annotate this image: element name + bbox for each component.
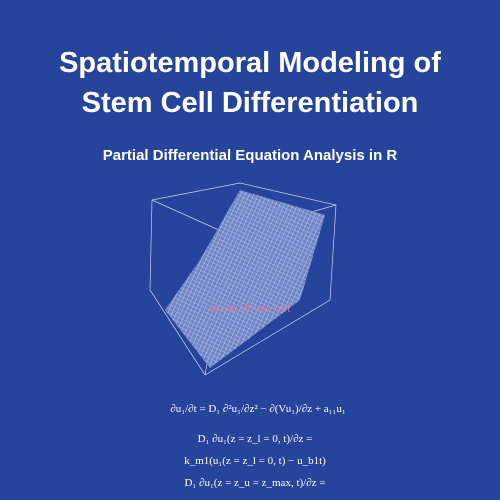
watermark: www.1lihao.net bbox=[209, 301, 291, 315]
equation: D₁ ∂u₁(z = z_u = z_max, t)/∂z = bbox=[184, 477, 325, 489]
equation: D₁ ∂u₁(z = z_l = 0, t)/∂z = bbox=[198, 433, 313, 445]
equation: ∂u₁/∂t = D₁ ∂²u₁/∂z² − ∂(Vu₁)/∂z + a₁₁u₁ bbox=[170, 403, 346, 415]
plot-box bbox=[149, 182, 337, 376]
title-line: Spatiotemporal Modeling of bbox=[59, 47, 441, 79]
equation: k_m1(u₁(z = z_l = 0, t) − u_b1t) bbox=[184, 455, 326, 467]
subtitle: Partial Differential Equation Analysis i… bbox=[103, 147, 398, 164]
surface-plot bbox=[149, 182, 337, 376]
title-line: Stem Cell Differentiation bbox=[82, 87, 419, 119]
surface-mesh bbox=[165, 190, 325, 368]
plot-box-edge bbox=[151, 199, 231, 236]
